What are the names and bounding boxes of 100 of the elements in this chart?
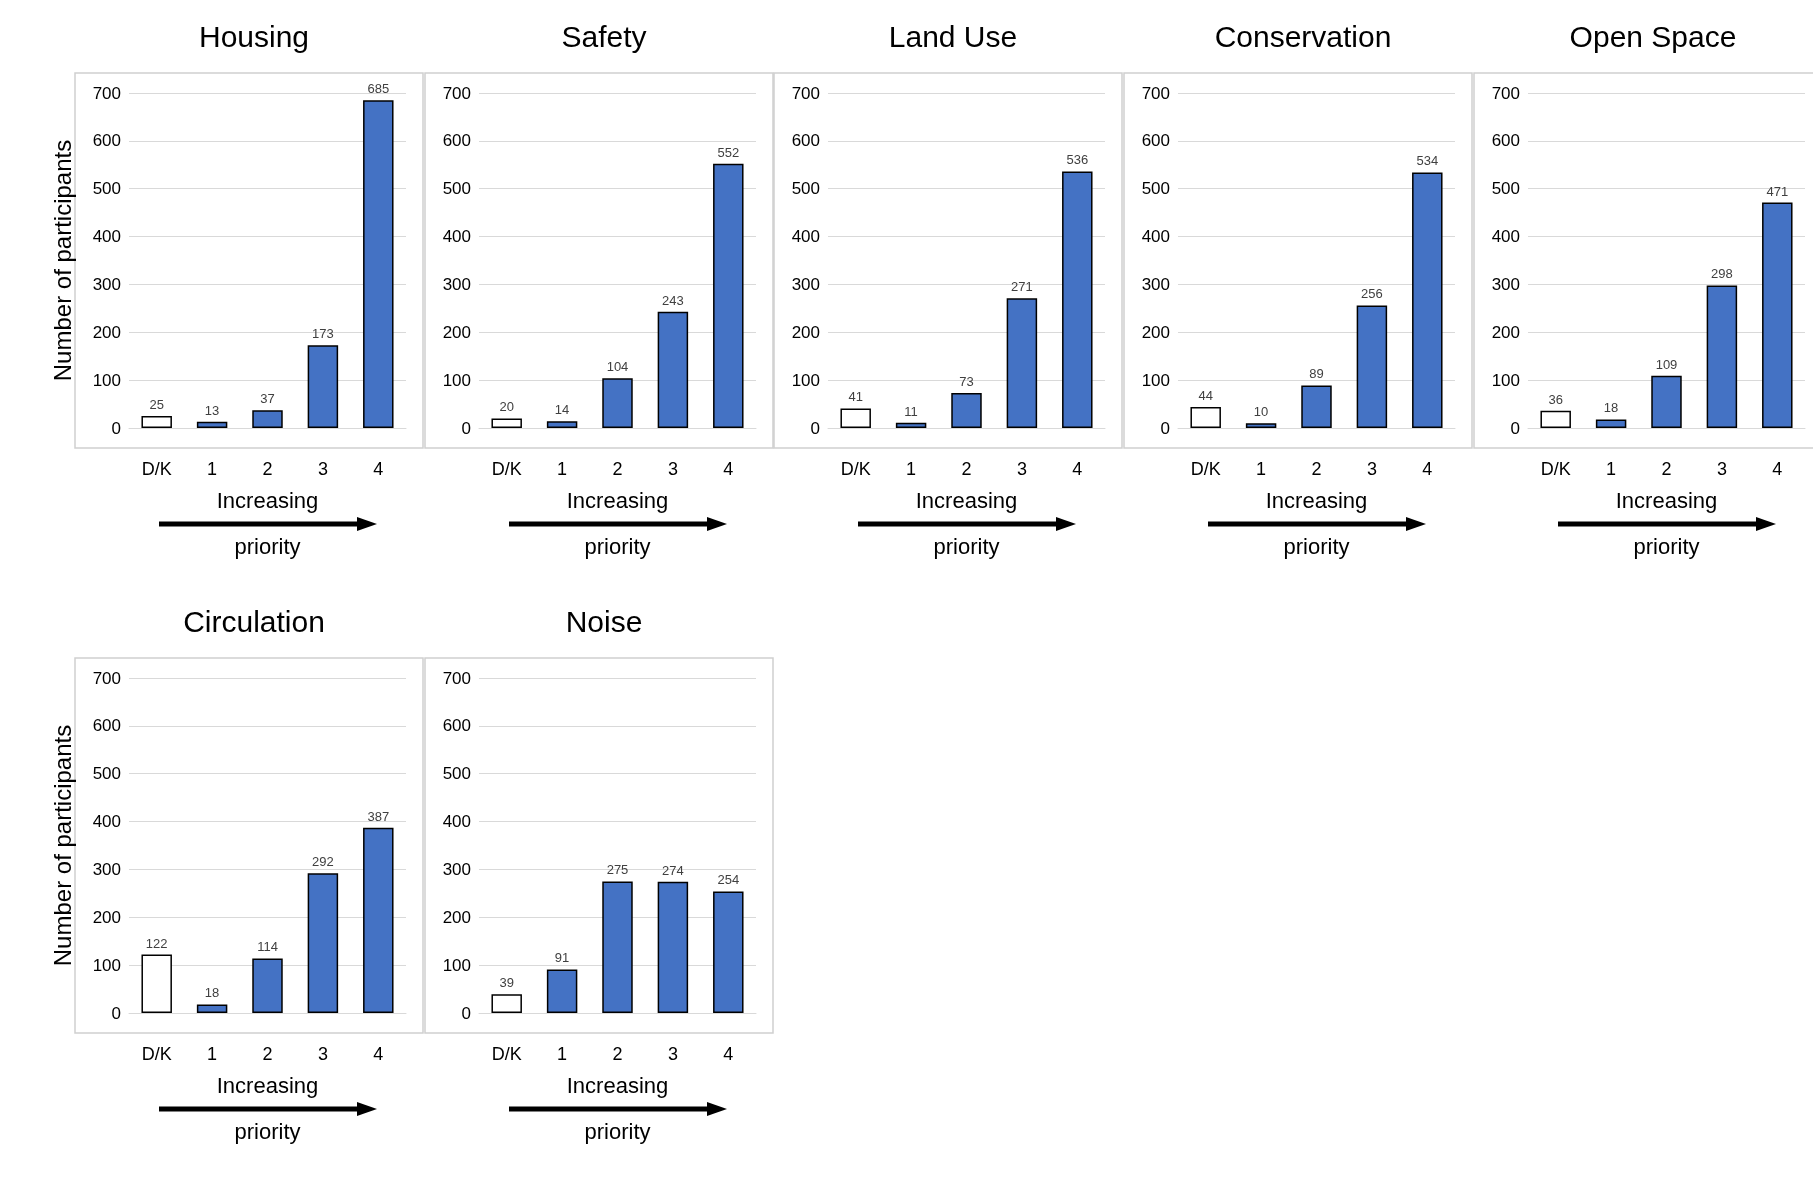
chart-title: Noise [565,604,643,638]
bar [1540,410,1571,428]
bar [657,881,689,1013]
x-axis-title: Increasing priority [565,1073,670,1145]
bar [1412,172,1443,428]
x-tick-label: 4 [1422,459,1433,479]
y-tick-label: 400 [442,227,471,247]
bar [491,994,522,1013]
data-label: 114 [257,939,278,955]
x-tick-label: 2 [961,459,972,479]
bar [713,163,744,428]
y-tick-label: 700 [442,83,471,103]
data-label: 254 [717,872,740,888]
y-tick-label: 500 [92,179,121,199]
data-label: 91 [554,950,570,966]
y-tick-label: 500 [92,764,121,784]
y-tick-label: 700 [92,668,121,688]
y-tick-label: 700 [1491,83,1520,103]
x-axis-title: Increasing priority [215,488,320,560]
x-axis-title: Increasing priority [565,488,670,560]
data-label: 41 [848,389,863,405]
y-tick-label: 600 [442,131,471,151]
y-tick-label: 400 [442,812,471,832]
x-axis-title: Increasing priority [1614,488,1719,560]
x-axis-title: Increasing priority [1264,488,1369,560]
y-tick-label: 300 [1141,274,1170,294]
x-axis-title: Increasing priority [215,1073,320,1145]
y-tick-label: 300 [92,859,121,879]
y-tick-label: 100 [92,955,121,975]
bar [602,378,633,428]
data-label: 11 [904,403,918,419]
bar [1762,202,1793,428]
x-tick-label: 4 [723,459,734,479]
data-label: 274 [662,862,684,878]
data-label: 534 [1416,153,1439,169]
y-tick-label: 400 [92,227,121,247]
y-tick-label: 700 [442,668,471,688]
y-tick-label: 500 [442,179,471,199]
bar [1356,305,1388,428]
data-label: 37 [260,391,275,407]
x-tick-label: 3 [667,1044,678,1064]
bar [840,408,871,428]
bar [713,891,744,1013]
data-label: 36 [1548,391,1563,407]
chart-title: Safety [561,19,647,53]
x-tick-label: 4 [1772,459,1783,479]
y-tick-label: 200 [92,322,121,342]
bar [546,969,578,1013]
data-label: 552 [717,144,740,160]
data-label: 13 [204,402,220,418]
bar [196,1004,228,1013]
y-axis-title: Number of participants [48,139,76,382]
y-tick-label: 0 [1510,418,1520,438]
bar [546,421,578,428]
x-tick-label: 1 [557,1044,568,1064]
y-tick-label: 700 [791,83,820,103]
x-tick-label: 2 [262,1044,273,1064]
data-label: 25 [149,397,164,413]
y-tick-label: 300 [92,274,121,294]
y-tick-label: 600 [791,131,820,151]
x-tick-label: 4 [723,1044,734,1064]
y-tick-label: 200 [442,322,471,342]
x-tick-label: 4 [373,1044,384,1064]
y-tick-label: 300 [442,859,471,879]
data-label: 109 [1655,356,1678,372]
data-label: 10 [1253,404,1269,420]
x-tick-label: D/K [141,459,172,479]
bar [951,393,982,428]
data-label: 275 [606,862,629,878]
data-label: 39 [499,975,514,991]
data-label: 471 [1766,183,1789,199]
bar [1006,298,1038,428]
y-tick-label: 100 [791,370,820,390]
y-tick-label: 400 [1491,227,1520,247]
bar [1595,419,1627,428]
y-tick-label: 0 [810,418,820,438]
y-tick-label: 0 [461,1003,471,1023]
x-tick-label: 1 [557,459,568,479]
y-tick-label: 0 [461,418,471,438]
x-tick-label: D/K [491,1044,522,1064]
data-label: 387 [367,808,390,824]
x-tick-label: 4 [1072,459,1083,479]
y-tick-label: 200 [442,907,471,927]
y-tick-label: 0 [111,1003,121,1023]
data-label: 536 [1066,152,1089,168]
data-label: 173 [312,326,334,342]
data-label: 256 [1361,286,1383,302]
chart-title: Conservation [1214,19,1392,53]
y-tick-label: 700 [92,83,121,103]
bar [1651,375,1682,428]
y-tick-label: 300 [1491,274,1520,294]
y-tick-label: 500 [442,764,471,784]
x-tick-label: 3 [1016,459,1027,479]
y-tick-label: 500 [1491,179,1520,199]
bar [1301,385,1332,428]
y-tick-label: 600 [442,716,471,736]
x-tick-label: D/K [491,459,522,479]
bar [196,421,228,428]
x-tick-label: 3 [317,1044,328,1064]
bar [252,958,283,1013]
